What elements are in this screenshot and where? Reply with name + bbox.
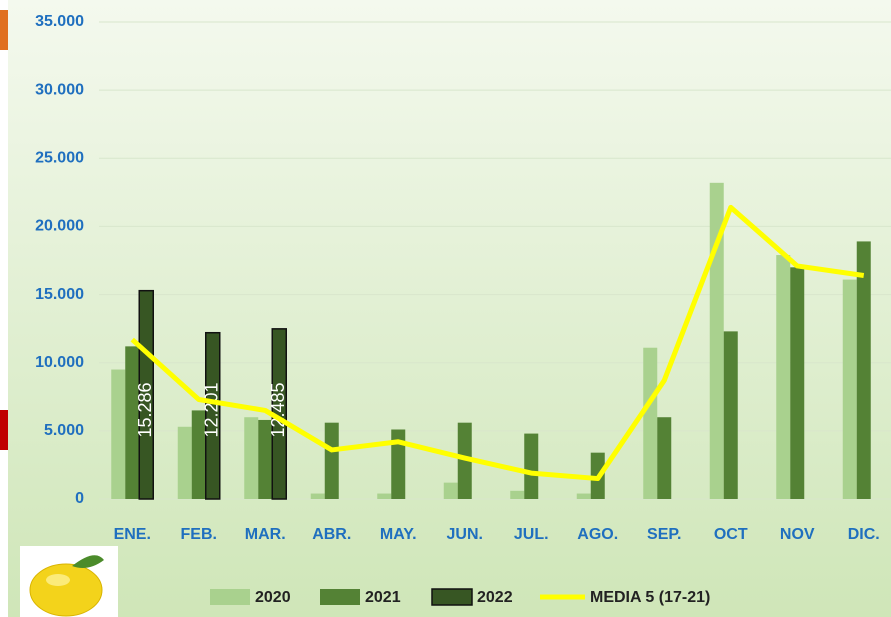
legend-label: 2021 [365, 589, 401, 606]
y-tick-label: 10.000 [35, 354, 84, 371]
bar [258, 419, 273, 499]
y-tick-label: 30.000 [35, 81, 84, 98]
legend-swatch [210, 589, 250, 605]
x-tick-label: SEP. [647, 526, 681, 543]
left-strip [0, 10, 8, 50]
y-tick-label: 15.000 [35, 286, 84, 303]
bar [576, 493, 591, 499]
bar [377, 493, 392, 499]
data-label: 12.201 [202, 382, 222, 437]
x-tick-label: MAY. [380, 526, 417, 543]
y-tick-label: 35.000 [35, 13, 84, 30]
bar [457, 422, 472, 499]
x-tick-label: JUN. [447, 526, 483, 543]
legend-swatch [431, 588, 473, 606]
y-tick-label: 0 [75, 490, 84, 507]
x-tick-label: NOV [780, 526, 815, 543]
legend-swatch [320, 589, 360, 605]
data-label: 12.485 [268, 382, 288, 437]
bar [643, 347, 658, 499]
bar [709, 182, 724, 499]
y-tick-label: 25.000 [35, 150, 84, 167]
bar [205, 331, 221, 500]
bar [856, 241, 871, 500]
bar [310, 493, 325, 499]
legend-label: MEDIA 5 (17-21) [590, 589, 710, 606]
bar [657, 417, 672, 499]
x-tick-label: AGO. [577, 526, 618, 543]
y-tick-label: 5.000 [44, 422, 84, 439]
lemon-icon [20, 546, 118, 617]
bar [790, 267, 805, 499]
bar [111, 369, 126, 499]
bar [324, 422, 339, 499]
bar [244, 417, 259, 499]
bar [510, 490, 525, 499]
bar [524, 433, 539, 499]
x-tick-label: ABR. [312, 526, 351, 543]
data-label: 15.286 [135, 382, 155, 437]
x-tick-label: DIC. [848, 526, 880, 543]
x-tick-label: OCT [714, 526, 748, 543]
x-tick-label: ENE. [114, 526, 151, 543]
legend-label: 2020 [255, 589, 291, 606]
bar [776, 255, 791, 499]
x-tick-label: MAR. [245, 526, 286, 543]
left-strip [0, 410, 8, 450]
bar [125, 346, 140, 499]
bar [723, 331, 738, 499]
y-tick-label: 20.000 [35, 218, 84, 235]
x-tick-label: FEB. [181, 526, 217, 543]
bar [391, 429, 406, 499]
bar [138, 289, 154, 500]
legend-label: 2022 [477, 589, 513, 606]
bar [842, 279, 857, 499]
bar [177, 426, 192, 499]
bar [191, 410, 206, 499]
left-edge [0, 0, 8, 617]
bar [443, 482, 458, 499]
line [130, 204, 865, 482]
x-tick-label: JUL. [514, 526, 549, 543]
